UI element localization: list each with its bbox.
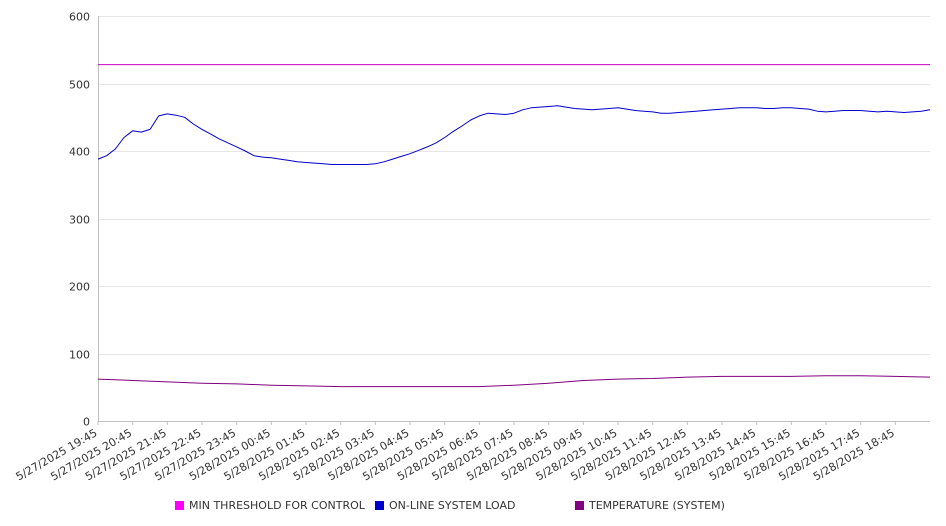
series-line-system-load <box>97 105 931 165</box>
y-tick-label-100: 100 <box>69 349 90 362</box>
legend-swatch-temperature <box>575 501 584 510</box>
y-gridlines <box>98 16 930 355</box>
y-tick-label-200: 200 <box>69 281 90 294</box>
y-tick-label-400: 400 <box>69 146 90 159</box>
legend-label-min-threshold: MIN THRESHOLD FOR CONTROL <box>189 499 365 512</box>
legend-item-temperature: TEMPERATURE (SYSTEM) <box>575 499 725 512</box>
legend: MIN THRESHOLD FOR CONTROL ON-LINE SYSTEM… <box>0 499 946 513</box>
y-tick-label-300: 300 <box>69 214 90 227</box>
y-tick-label-600: 600 <box>69 11 90 24</box>
axes <box>98 16 930 422</box>
legend-item-system-load: ON-LINE SYSTEM LOAD <box>375 499 515 512</box>
y-tick-label-500: 500 <box>69 79 90 92</box>
series-lines <box>97 64 931 388</box>
series-line-temperature <box>97 375 931 388</box>
legend-swatch-system-load <box>375 501 384 510</box>
legend-label-system-load: ON-LINE SYSTEM LOAD <box>389 499 516 512</box>
y-tick-label-0: 0 <box>83 416 90 429</box>
legend-label-temperature: TEMPERATURE (SYSTEM) <box>589 499 725 512</box>
x-axis-tick-labels: 5/27/2025 19:455/27/2025 20:455/27/2025 … <box>14 421 897 483</box>
legend-swatch-min-threshold <box>175 501 184 510</box>
y-axis-tick-labels: 0 100 200 300 400 500 600 <box>69 11 90 429</box>
legend-item-min-threshold: MIN THRESHOLD FOR CONTROL <box>175 499 365 512</box>
